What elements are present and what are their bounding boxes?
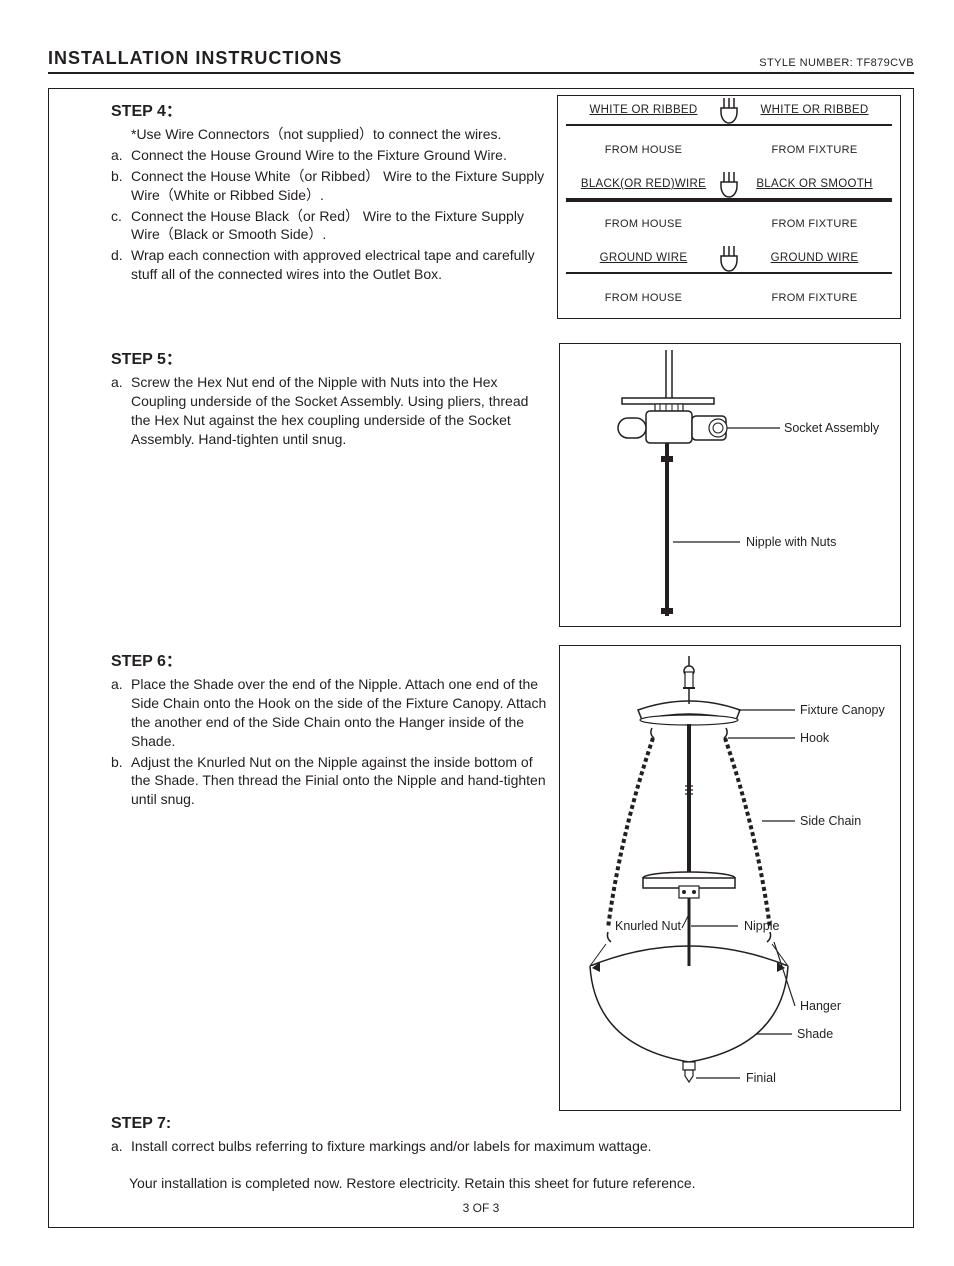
step6-text: STEP 6： a. Place the Shade over the end … <box>111 645 559 811</box>
step5-body: a.Screw the Hex Nut end of the Nipple wi… <box>111 373 549 449</box>
step5-row: STEP 5： a.Screw the Hex Nut end of the N… <box>111 343 901 627</box>
svg-text:Hanger: Hanger <box>800 999 841 1013</box>
step7-title: STEP 7: <box>111 1115 901 1133</box>
step4-text: STEP 4： *Use Wire Connectors（not supplie… <box>111 95 557 286</box>
list-item: c.Connect the House Black（or Red） Wire t… <box>111 207 547 245</box>
closing-text: Your installation is completed now. Rest… <box>129 1174 901 1193</box>
step7-block: STEP 7: a. Install correct bulbs referri… <box>111 1115 901 1193</box>
fixture-diagram: Fixture Canopy Hook Side Chain <box>559 645 901 1111</box>
wire-diagram: WHITE OR RIBBEDWHITE OR RIBBEDFROM HOUSE… <box>557 95 901 319</box>
wire-row: WHITE OR RIBBEDWHITE OR RIBBEDFROM HOUSE… <box>558 96 900 170</box>
wire-row: BLACK(OR RED)WIREBLACK OR SMOOTHFROM HOU… <box>558 170 900 244</box>
step5-title: STEP 5： <box>111 345 549 369</box>
label-socket-assembly: Socket Assembly <box>784 421 880 435</box>
svg-text:Fixture Canopy: Fixture Canopy <box>800 703 886 717</box>
svg-text:Shade: Shade <box>797 1027 833 1041</box>
svg-text:Finial: Finial <box>746 1071 776 1085</box>
list-item: a.Screw the Hex Nut end of the Nipple wi… <box>111 373 549 449</box>
list-item: a. Place the Shade over the end of the N… <box>111 675 549 751</box>
svg-text:Hook: Hook <box>800 731 830 745</box>
step4-title: STEP 4： <box>111 97 547 121</box>
svg-text:Knurled Nut: Knurled Nut <box>615 919 682 933</box>
svg-text:Side Chain: Side Chain <box>800 814 861 828</box>
step6-title: STEP 6： <box>111 647 549 671</box>
svg-text:Nipple: Nipple <box>744 919 779 933</box>
header-title: INSTALLATION INSTRUCTIONS <box>48 48 342 69</box>
step4-body: *Use Wire Connectors（not supplied）to con… <box>111 125 547 284</box>
step4-note: *Use Wire Connectors（not supplied）to con… <box>131 125 547 144</box>
page-header: INSTALLATION INSTRUCTIONS STYLE NUMBER: … <box>48 48 914 74</box>
header-style: STYLE NUMBER: TF879CVB <box>759 57 914 69</box>
step5-text: STEP 5： a.Screw the Hex Nut end of the N… <box>111 343 559 451</box>
step6-row: STEP 6： a. Place the Shade over the end … <box>111 645 901 1111</box>
list-item: b. Adjust the Knurled Nut on the Nipple … <box>111 753 549 810</box>
list-item: a. Install correct bulbs referring to fi… <box>111 1137 901 1156</box>
list-item: b.Connect the House White（or Ribbed） Wir… <box>111 167 547 205</box>
socket-diagram: Socket Assembly Nipple with Nuts <box>559 343 901 627</box>
list-item: d.Wrap each connection with approved ele… <box>111 246 547 284</box>
page-footer: 3 OF 3 <box>61 1201 901 1215</box>
step6-body: a. Place the Shade over the end of the N… <box>111 675 549 809</box>
wire-row: GROUND WIREGROUND WIREFROM HOUSEFROM FIX… <box>558 244 900 318</box>
list-item: a.Connect the House Ground Wire to the F… <box>111 146 547 165</box>
step7-body: a. Install correct bulbs referring to fi… <box>111 1137 901 1193</box>
step4-row: STEP 4： *Use Wire Connectors（not supplie… <box>111 95 901 319</box>
content-block: STEP 4： *Use Wire Connectors（not supplie… <box>48 88 914 1228</box>
label-nipple-nuts: Nipple with Nuts <box>746 535 836 549</box>
